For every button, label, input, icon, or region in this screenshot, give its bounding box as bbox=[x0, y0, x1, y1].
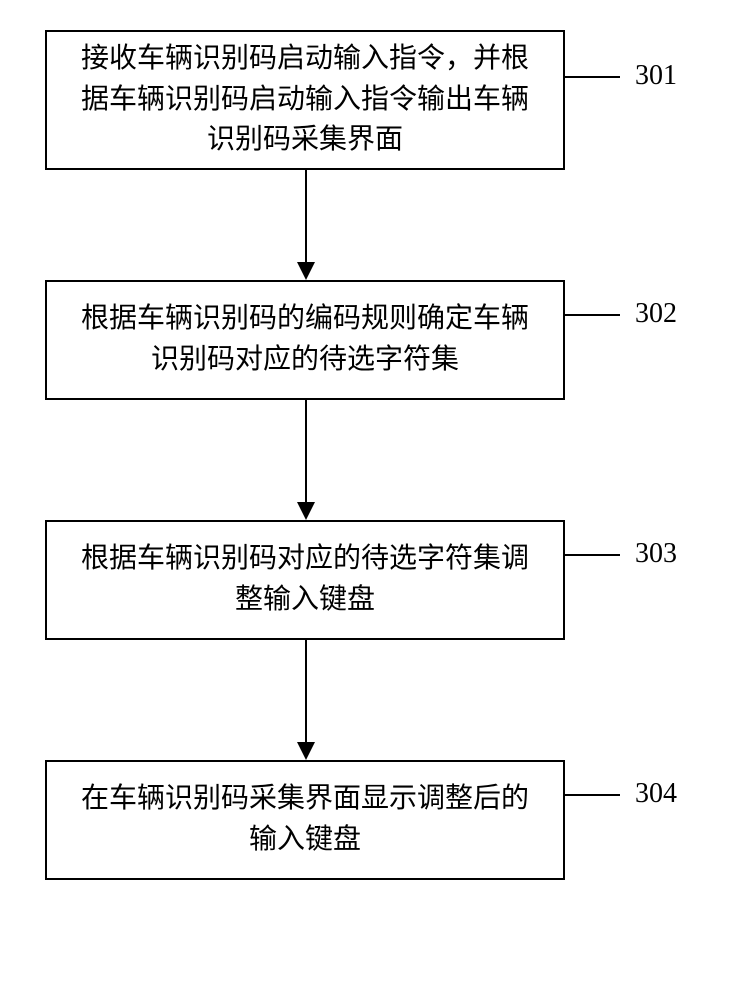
flow-node-301-text: 接收车辆识别码启动输入指令，并根 据车辆识别码启动输入指令输出车辆 识别码采集界… bbox=[81, 39, 529, 161]
label-301: 301 bbox=[635, 60, 677, 92]
flow-node-301: 接收车辆识别码启动输入指令，并根 据车辆识别码启动输入指令输出车辆 识别码采集界… bbox=[45, 30, 565, 170]
flow-node-303: 根据车辆识别码对应的待选字符集调 整输入键盘 bbox=[45, 520, 565, 640]
label-302: 302 bbox=[635, 298, 677, 330]
flow-node-304: 在车辆识别码采集界面显示调整后的 输入键盘 bbox=[45, 760, 565, 880]
edge-302-303-head bbox=[297, 502, 315, 520]
flow-node-302-text: 根据车辆识别码的编码规则确定车辆 识别码对应的待选字符集 bbox=[81, 299, 529, 380]
leader-303 bbox=[565, 554, 620, 556]
flow-node-304-text: 在车辆识别码采集界面显示调整后的 输入键盘 bbox=[81, 779, 529, 860]
leader-302 bbox=[565, 314, 620, 316]
edge-302-303 bbox=[305, 400, 307, 502]
label-303: 303 bbox=[635, 538, 677, 570]
edge-301-302-head bbox=[297, 262, 315, 280]
label-304: 304 bbox=[635, 778, 677, 810]
edge-303-304 bbox=[305, 640, 307, 742]
leader-301 bbox=[565, 76, 620, 78]
edge-303-304-head bbox=[297, 742, 315, 760]
leader-304 bbox=[565, 794, 620, 796]
flow-node-302: 根据车辆识别码的编码规则确定车辆 识别码对应的待选字符集 bbox=[45, 280, 565, 400]
flowchart-canvas: 接收车辆识别码启动输入指令，并根 据车辆识别码启动输入指令输出车辆 识别码采集界… bbox=[0, 0, 740, 1000]
edge-301-302 bbox=[305, 170, 307, 262]
flow-node-303-text: 根据车辆识别码对应的待选字符集调 整输入键盘 bbox=[81, 539, 529, 620]
